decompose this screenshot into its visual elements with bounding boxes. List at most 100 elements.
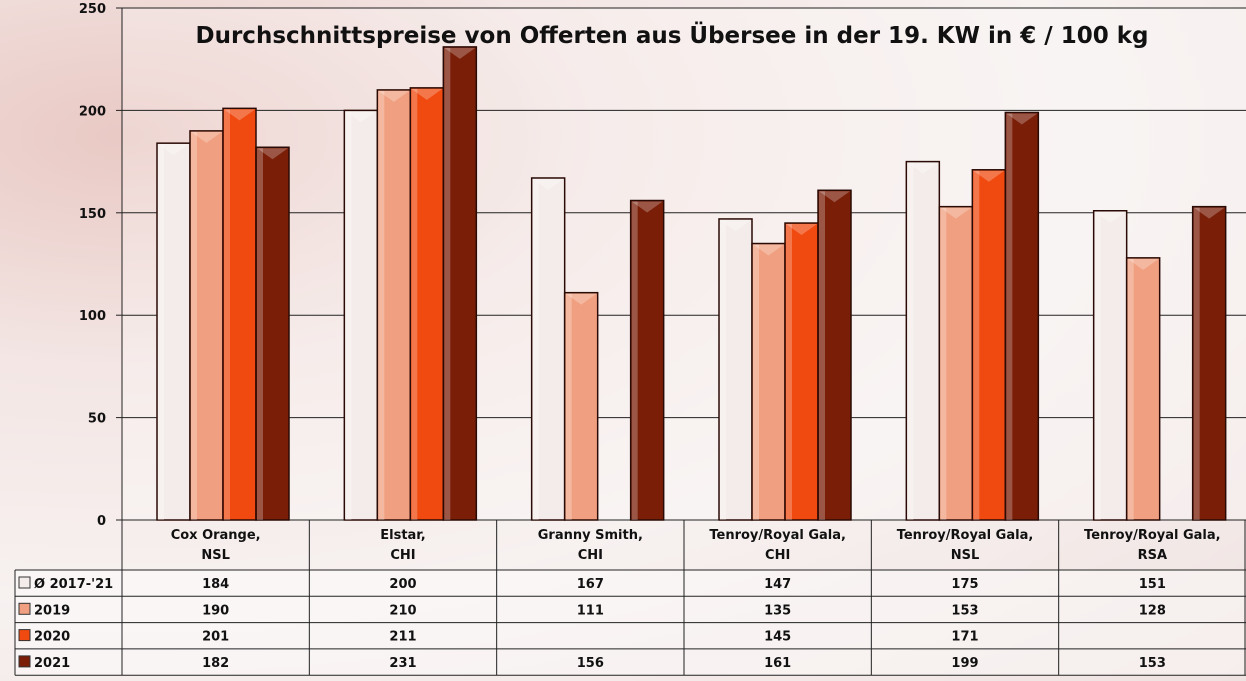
x-tick-label: Cox Orange,: [171, 528, 261, 543]
bar-cap: [1006, 113, 1038, 125]
bars: [156, 46, 1227, 521]
bar-cap: [411, 88, 443, 100]
bar-group: [1125, 257, 1161, 521]
bar-cap: [444, 47, 476, 59]
bar: [530, 177, 566, 521]
data-label: 153: [951, 603, 978, 618]
bar-group: [905, 160, 941, 521]
bar: [1092, 210, 1128, 521]
chart-title: Durchschnittspreise von Offerten aus Übe…: [196, 21, 1149, 49]
legend-label: 2020: [34, 630, 70, 645]
legend-swatch: [18, 576, 31, 589]
bar-highlight: [444, 47, 451, 521]
legend-label: 2019: [34, 603, 70, 618]
bar-highlight: [907, 162, 914, 520]
bar-cap: [1193, 207, 1225, 219]
bar-highlight: [720, 219, 726, 520]
data-label: 153: [1139, 656, 1166, 671]
data-label: 200: [389, 577, 416, 592]
bar-cap: [907, 162, 939, 174]
x-tick-label: CHI: [578, 548, 603, 563]
legend-label: 2021: [34, 656, 70, 671]
bar: [156, 142, 191, 521]
bar: [1004, 111, 1040, 521]
bar-highlight: [191, 131, 197, 520]
y-tick-label: 0: [97, 514, 106, 529]
x-tick-label: CHI: [390, 548, 415, 563]
bar: [409, 87, 445, 521]
data-label: 161: [764, 656, 791, 671]
bar-group: [1004, 111, 1040, 521]
bar-group: [1191, 205, 1227, 521]
x-tick-label: Tenroy/Royal Gala,: [709, 528, 846, 543]
data-label: 111: [577, 603, 604, 618]
bar: [376, 89, 412, 521]
bar-group: [189, 130, 224, 521]
y-tick-label: 200: [79, 104, 106, 119]
bar-cap: [345, 111, 377, 123]
bar-group: [751, 242, 786, 521]
bar-cap: [1094, 211, 1126, 223]
data-label: 190: [202, 603, 229, 618]
bar-cap: [1127, 258, 1159, 270]
bar-group: [222, 107, 257, 521]
bar: [255, 146, 290, 521]
bar: [905, 160, 941, 521]
data-label: 184: [202, 577, 229, 592]
bar-group: [156, 142, 191, 521]
bar-cap: [819, 191, 850, 203]
data-label: 135: [764, 603, 791, 618]
bar: [1125, 257, 1161, 521]
bar-cap: [786, 224, 817, 236]
bar-highlight: [973, 170, 980, 521]
bar-highlight: [1193, 207, 1200, 520]
bar-group: [784, 222, 819, 521]
x-tick-label: Tenroy/Royal Gala,: [897, 528, 1034, 543]
bar-cap: [378, 90, 410, 102]
bar-highlight: [532, 178, 539, 520]
x-tick-label: CHI: [765, 548, 790, 563]
x-tick-label: NSL: [951, 548, 980, 563]
bar: [784, 222, 819, 521]
bar: [189, 130, 224, 521]
bar: [629, 199, 665, 521]
legend-label: Ø 2017-'21: [34, 577, 113, 592]
bar-highlight: [257, 148, 263, 520]
bar-highlight: [819, 191, 825, 520]
x-tick-label: Tenroy/Royal Gala,: [1084, 528, 1221, 543]
bar-cap: [257, 148, 288, 160]
data-label: 231: [389, 656, 416, 671]
bar-group: [817, 189, 852, 521]
bar-cap: [158, 144, 189, 156]
bar: [343, 109, 379, 521]
bar-highlight: [224, 109, 230, 521]
data-label: 128: [1139, 603, 1166, 618]
plot-area: [122, 8, 1246, 520]
bar: [817, 189, 852, 521]
data-label: 147: [764, 577, 791, 592]
bar: [442, 46, 478, 521]
data-label: 175: [951, 577, 978, 592]
y-tick-label: 150: [79, 207, 106, 222]
bar-cap: [631, 201, 663, 213]
bar-cap: [532, 178, 564, 190]
data-label: 211: [389, 630, 416, 645]
y-tick-label: 100: [79, 309, 106, 324]
bar-cap: [224, 109, 255, 121]
data-label: 210: [389, 603, 416, 618]
bar-highlight: [940, 207, 947, 520]
x-tick-label: Elstar,: [380, 528, 426, 543]
bar-highlight: [158, 144, 164, 520]
data-label: 167: [577, 577, 604, 592]
data-label: 201: [202, 630, 229, 645]
bar-highlight: [631, 201, 638, 520]
bar-highlight: [411, 88, 418, 520]
bar-highlight: [565, 293, 572, 520]
data-label: 171: [951, 630, 978, 645]
bar-cap: [973, 170, 1005, 182]
bar-highlight: [753, 244, 759, 520]
bar-cap: [753, 244, 784, 256]
bar-highlight: [1127, 258, 1134, 520]
legend-swatch: [18, 602, 31, 615]
bar: [1191, 205, 1227, 521]
